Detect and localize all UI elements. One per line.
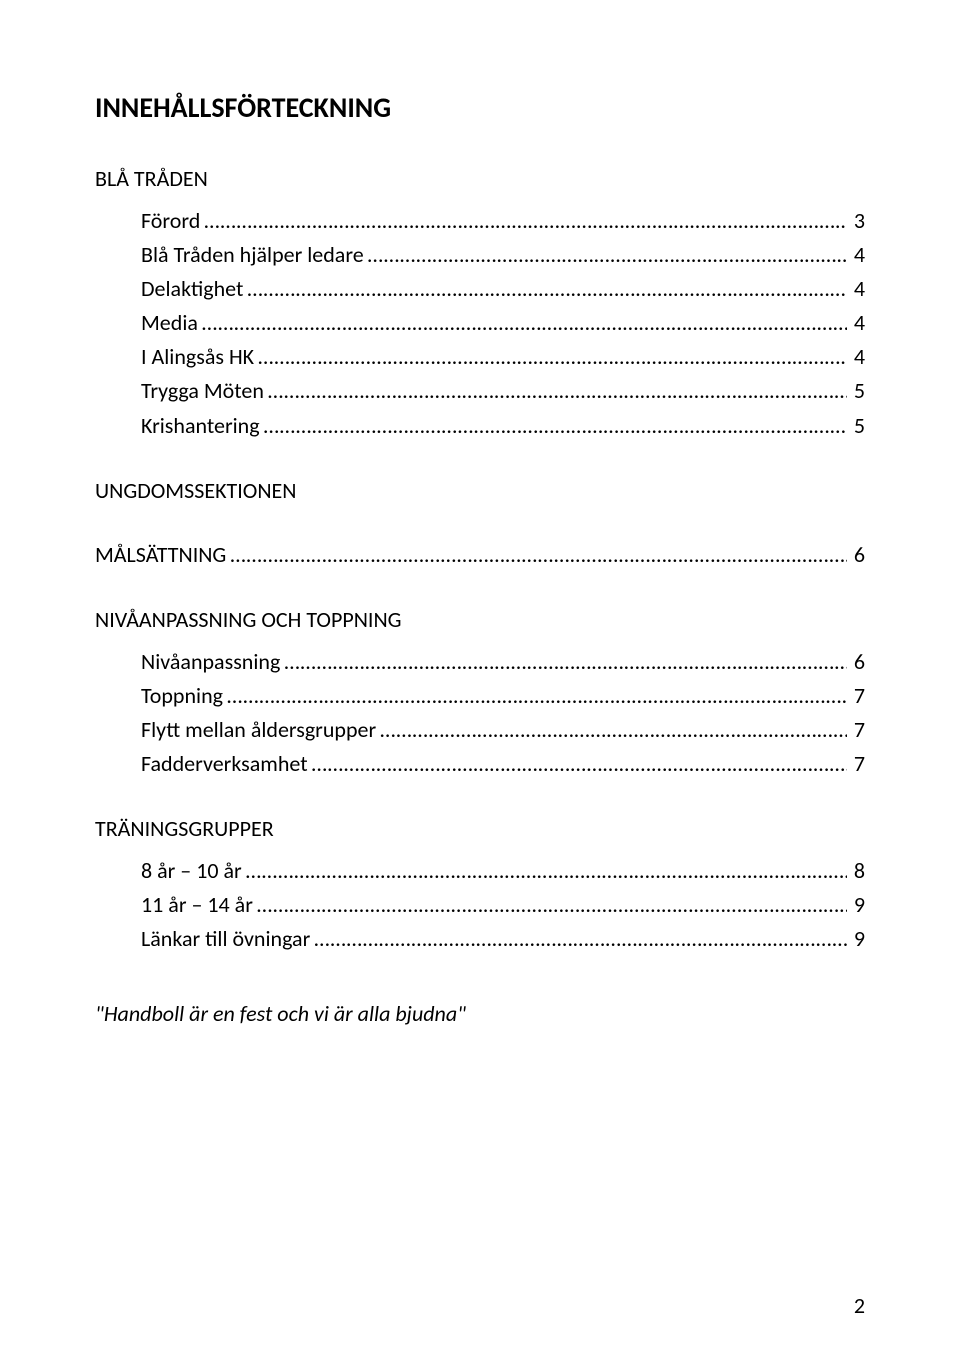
- toc-entry-label: 8 år – 10 år: [141, 854, 242, 888]
- toc-leader-dots: ……………………………………………………………………………………………………….…: [226, 538, 847, 572]
- toc-page-ref: 4: [847, 272, 865, 306]
- toc-page-ref: 9: [847, 922, 865, 956]
- toc-entry: 8 år – 10 år……………………………………………………………………………: [95, 854, 865, 888]
- toc-page-ref: 4: [847, 340, 865, 374]
- toc-page-ref: 5: [847, 409, 865, 443]
- toc-entry-label: Krishantering: [141, 409, 260, 443]
- toc-leader-dots: ……………………………………………………………………………………………………….…: [260, 409, 847, 443]
- toc-entry: Fadderverksamhet…………………………………………………………………: [95, 747, 865, 781]
- toc-entry-label: Flytt mellan åldersgrupper: [141, 713, 376, 747]
- toc-entry-label: I Alingsås HK: [141, 340, 254, 374]
- toc-entry: Media………………………………………………………………………………………………: [95, 306, 865, 340]
- toc-entry-label: Länkar till övningar: [141, 922, 310, 956]
- toc-entry-label: Fadderverksamhet: [141, 747, 308, 781]
- toc-entry: Länkar till övningar………………………………………………………: [95, 922, 865, 956]
- toc-entry: Förord……………………………………………………………………………………………: [95, 204, 865, 238]
- toc-section-heading: MÅLSÄTTNING………………………………………………………………………………: [95, 538, 865, 572]
- toc-page-ref: 8: [847, 854, 865, 888]
- toc-leader-dots: ……………………………………………………………………………………………………: [280, 645, 847, 679]
- toc-page-ref: 4: [847, 238, 865, 272]
- toc-page-ref: 7: [847, 747, 865, 781]
- page-number: 2: [854, 1292, 865, 1319]
- toc-entry-label: Toppning: [141, 679, 223, 713]
- toc-leader-dots: ……………………………………………………………………………………………….: [308, 747, 847, 781]
- toc-entry: Flytt mellan åldersgrupper………………………………………: [95, 713, 865, 747]
- table-of-contents: BLÅ TRÅDENFörord…………………………………………………………………: [95, 165, 865, 956]
- toc-page-ref: 5: [847, 374, 865, 408]
- toc-entry: Toppning………………………………………………………………………………………: [95, 679, 865, 713]
- toc-page-ref: 4: [847, 306, 865, 340]
- toc-entry-label: Nivåanpassning: [141, 645, 280, 679]
- toc-leader-dots: ……………………………………………………………………………………………………………: [200, 204, 847, 238]
- toc-entry-label: Delaktighet: [141, 272, 243, 306]
- toc-entry: Krishantering…………………………………………………………………………: [95, 409, 865, 443]
- toc-leader-dots: ……………………………………………………………………………………………….: [310, 922, 847, 956]
- toc-leader-dots: ……………………………………………………………………………………………………….…: [242, 854, 847, 888]
- toc-entry: 11 år – 14 år…………………………………………………………………………: [95, 888, 865, 922]
- toc-entry: Nivåanpassning………………………………………………………………………: [95, 645, 865, 679]
- toc-leader-dots: ……………………………………………………………………………………………………………: [223, 679, 847, 713]
- toc-entry: Blå Tråden hjälper ledare…………………………………………: [95, 238, 865, 272]
- document-page: INNEHÅLLSFÖRTECKNING BLÅ TRÅDENFörord…………: [0, 0, 960, 1369]
- toc-leader-dots: ……………………………………………………………………………………………………………: [243, 272, 847, 306]
- toc-page-ref: 6: [847, 538, 865, 572]
- page-title: INNEHÅLLSFÖRTECKNING: [95, 90, 865, 125]
- toc-entry-label: Blå Tråden hjälper ledare: [141, 238, 364, 272]
- toc-leader-dots: …………………………………………………………………………………..: [364, 238, 847, 272]
- toc-page-ref: 6: [847, 645, 865, 679]
- toc-page-ref: 7: [847, 713, 865, 747]
- toc-leader-dots: ……………………………………………………………………………………………………………: [198, 306, 847, 340]
- toc-leader-dots: ………………………………………………………………………………….: [376, 713, 847, 747]
- toc-leader-dots: ………………………………………………………………………………………………………: [253, 888, 847, 922]
- toc-entry-label: Förord: [141, 204, 200, 238]
- toc-page-ref: 9: [847, 888, 865, 922]
- toc-entry: Trygga Möten……………………………………………………………………………: [95, 374, 865, 408]
- toc-heading-label: MÅLSÄTTNING: [95, 538, 226, 572]
- toc-leader-dots: ……………………………………………………………………………………………………….: [264, 374, 847, 408]
- quote-line: "Handboll är en fest och vi är alla bjud…: [95, 1000, 865, 1027]
- toc-entry-label: 11 år – 14 år: [141, 888, 253, 922]
- toc-section-heading: BLÅ TRÅDEN: [95, 165, 865, 192]
- toc-section-heading: UNGDOMSSEKTIONEN: [95, 477, 865, 504]
- toc-entry-label: Media: [141, 306, 198, 340]
- toc-entry: Delaktighet………………………………………………………………………………: [95, 272, 865, 306]
- toc-page-ref: 3: [847, 204, 865, 238]
- toc-leader-dots: ……………………………………………………………………………………………………….…: [254, 340, 847, 374]
- toc-entry-label: Trygga Möten: [141, 374, 264, 408]
- toc-page-ref: 7: [847, 679, 865, 713]
- toc-section-heading: TRÄNINGSGRUPPER: [95, 815, 865, 842]
- toc-entry: I Alingsås HK…………………………………………………………………………: [95, 340, 865, 374]
- toc-section-heading: NIVÅANPASSNING OCH TOPPNING: [95, 606, 865, 633]
